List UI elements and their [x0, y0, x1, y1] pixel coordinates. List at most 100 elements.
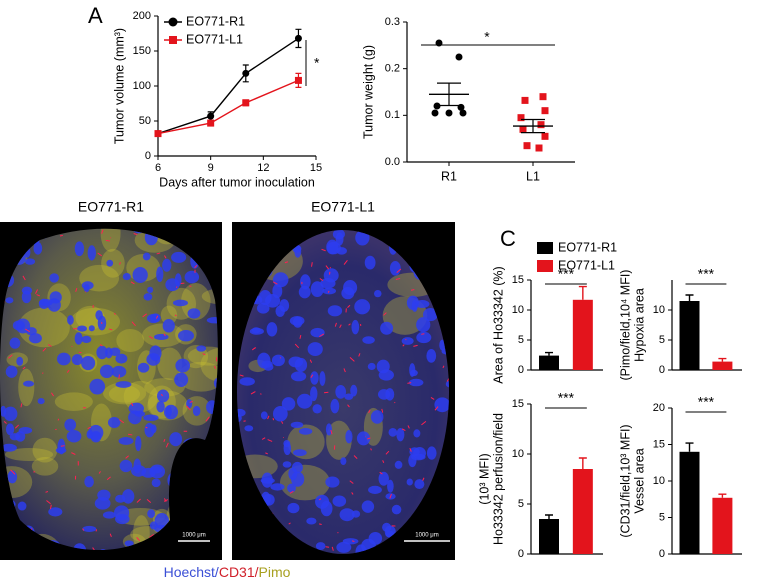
- cd31-signal: [260, 393, 262, 395]
- hoechst-signal: [105, 347, 113, 359]
- image-title: EO771-L1: [311, 199, 375, 215]
- hoechst-signal: [310, 327, 325, 338]
- cd31-signal: [133, 233, 138, 236]
- cd31-signal: [272, 281, 278, 285]
- cd31-signal: [98, 471, 101, 474]
- hoechst-signal: [147, 286, 154, 294]
- x-tick-label: 12: [257, 162, 269, 174]
- cd31-signal: [385, 450, 390, 455]
- hoechst-signal: [48, 507, 63, 517]
- cd31-signal: [149, 533, 154, 538]
- hoechst-signal: [84, 476, 94, 488]
- cd31-signal: [92, 547, 96, 550]
- stain-caption-part: CD31/: [219, 564, 259, 580]
- hoechst-signal: [298, 285, 311, 299]
- hoechst-signal: [288, 356, 304, 368]
- cd31-signal: [349, 480, 354, 484]
- cd31-signal: [108, 328, 113, 331]
- hoechst-signal: [178, 329, 194, 342]
- hoechst-signal: [244, 425, 254, 432]
- hoechst-signal: [401, 337, 414, 345]
- cd31-signal: [310, 374, 314, 378]
- hoechst-signal: [81, 355, 96, 371]
- bar: [679, 301, 700, 370]
- hoechst-signal: [270, 483, 285, 491]
- hoechst-signal: [25, 258, 36, 265]
- bar: [712, 497, 733, 554]
- hoechst-signal: [391, 504, 402, 515]
- hoechst-signal: [111, 365, 127, 378]
- bar: [572, 469, 593, 554]
- scale-bar-label: 1000 μm: [415, 533, 438, 539]
- cd31-signal: [42, 372, 44, 374]
- hoechst-signal: [81, 335, 92, 344]
- hoechst-signal: [445, 380, 449, 388]
- cd31-signal: [409, 447, 412, 452]
- error-bar: [685, 294, 694, 301]
- cd31-signal: [119, 419, 125, 424]
- y-tick-label: 0: [659, 364, 665, 376]
- hoechst-signal: [156, 401, 165, 413]
- cd31-signal: [430, 397, 435, 400]
- cd31-signal: [358, 353, 361, 357]
- cd31-signal: [349, 357, 355, 362]
- bar: [712, 361, 733, 370]
- x-tick-label: R1: [441, 169, 457, 183]
- hoechst-signal: [86, 429, 94, 439]
- hoechst-signal: [330, 398, 340, 414]
- cd31-signal: [101, 229, 104, 234]
- hoechst-signal: [414, 479, 425, 490]
- annotation: *: [314, 55, 320, 71]
- cd31-signal: [136, 537, 141, 542]
- cd31-signal: [265, 452, 268, 455]
- hoechst-signal: [5, 423, 15, 436]
- cd31-signal: [402, 344, 405, 347]
- cd31-signal: [118, 374, 120, 380]
- cd31-signal: [401, 428, 406, 431]
- hoechst-signal: [74, 241, 85, 257]
- hoechst-signal: [114, 505, 130, 521]
- hoechst-signal: [298, 428, 313, 435]
- pimo-signal: [157, 347, 183, 381]
- y-tick-label: 10: [653, 304, 665, 316]
- hoechst-signal: [5, 297, 14, 304]
- cd31-signal: [22, 275, 26, 281]
- hoechst-signal: [289, 315, 305, 326]
- marker: [535, 144, 543, 152]
- hoechst-signal: [356, 431, 371, 446]
- cd31-signal: [239, 374, 244, 377]
- hoechst-signal: [408, 378, 424, 387]
- legend-marker: [168, 17, 178, 27]
- cd31-signal: [156, 252, 161, 255]
- cd31-signal: [348, 323, 351, 326]
- hoechst-signal: [56, 352, 71, 366]
- error-bar: [578, 285, 587, 300]
- hoechst-signal: [122, 272, 131, 281]
- hoechst-signal: [378, 471, 389, 486]
- stain-caption-part: Hoechst/: [164, 564, 219, 580]
- hoechst-signal: [271, 354, 285, 367]
- hoechst-signal: [237, 413, 242, 423]
- hoechst-signal: [367, 362, 376, 371]
- hoechst-signal: [64, 418, 77, 432]
- legend-label: EO771-L1: [558, 258, 615, 272]
- cd31-signal: [22, 366, 26, 370]
- hoechst-signal: [47, 298, 61, 312]
- hoechst-signal: [266, 322, 278, 337]
- y-axis-label: Ho33342 perfusion/field: [491, 413, 505, 545]
- hoechst-signal: [307, 342, 323, 357]
- y-tick-label: 0: [518, 548, 524, 560]
- hoechst-signal: [237, 408, 246, 417]
- cd31-signal: [42, 347, 47, 352]
- hoechst-signal: [336, 541, 352, 553]
- marker: [294, 76, 302, 84]
- hoechst-signal: [132, 267, 148, 284]
- x-tick-label: 9: [208, 162, 214, 174]
- hoechst-signal: [115, 494, 126, 503]
- cd31-signal: [142, 313, 147, 318]
- scale-bar-label: 1000 μm: [182, 533, 205, 539]
- cd31-signal: [125, 455, 129, 459]
- legend-swatch: [537, 242, 553, 254]
- hoechst-signal: [17, 501, 27, 511]
- hoechst-signal: [374, 289, 382, 298]
